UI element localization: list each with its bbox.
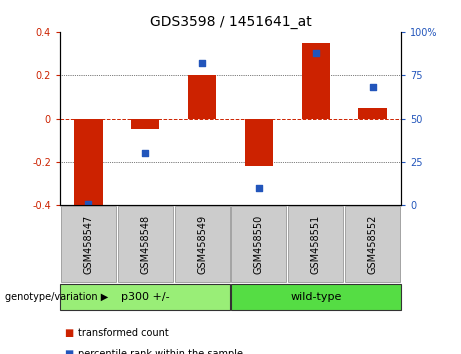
Text: percentile rank within the sample: percentile rank within the sample: [78, 349, 243, 354]
Bar: [188, 75, 216, 119]
Title: GDS3598 / 1451641_at: GDS3598 / 1451641_at: [150, 16, 311, 29]
Text: GSM458551: GSM458551: [311, 215, 321, 274]
Bar: [358, 108, 387, 119]
Text: wild-type: wild-type: [290, 292, 342, 302]
Text: GSM458549: GSM458549: [197, 215, 207, 274]
Text: GSM458548: GSM458548: [140, 215, 150, 274]
Point: [85, 201, 92, 206]
Text: genotype/variation ▶: genotype/variation ▶: [5, 292, 108, 302]
Text: GSM458547: GSM458547: [83, 215, 94, 274]
Text: ■: ■: [65, 349, 74, 354]
Text: ■: ■: [65, 328, 74, 338]
Text: transformed count: transformed count: [78, 328, 169, 338]
Point: [312, 50, 319, 56]
Bar: [131, 119, 160, 130]
Bar: [301, 43, 330, 119]
Point: [198, 60, 206, 66]
Text: GSM458552: GSM458552: [367, 215, 378, 274]
Point: [142, 150, 149, 156]
Bar: [74, 119, 102, 207]
Text: p300 +/-: p300 +/-: [121, 292, 170, 302]
Point: [255, 185, 263, 191]
Bar: [245, 119, 273, 166]
Text: GSM458550: GSM458550: [254, 215, 264, 274]
Point: [369, 85, 376, 90]
